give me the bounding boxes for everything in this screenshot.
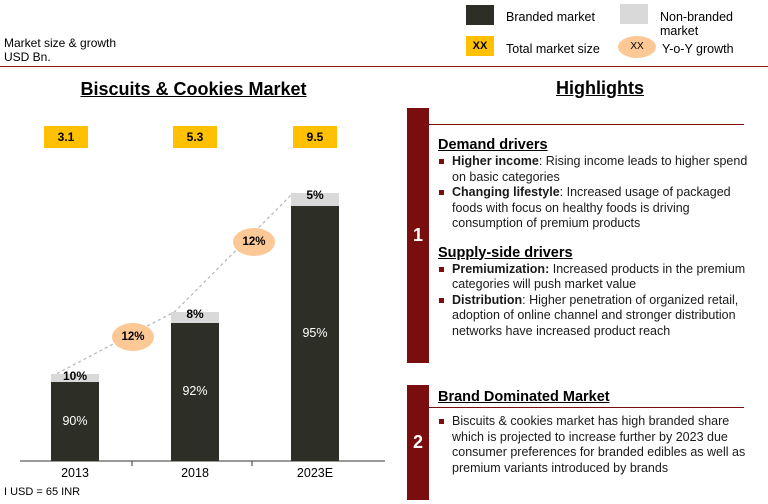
legend-swatch-branded: [466, 5, 494, 25]
total-box-2018: 5.3: [173, 126, 217, 148]
section2-rule: [429, 407, 744, 408]
list-item: Distribution: Higher penetration of orga…: [438, 293, 758, 340]
legend-swatch-yoy: XX: [618, 36, 656, 58]
label-branded-2013: 90%: [62, 413, 88, 428]
label-non-branded-2018: 8%: [186, 306, 204, 321]
supply-list: Premiumization: Increased products in th…: [438, 262, 758, 340]
legend-label-total: Total market size: [506, 42, 600, 56]
header-rule: [0, 66, 768, 67]
footnote: I USD = 65 INR: [4, 486, 81, 498]
list-item: Biscuits & cookies market has high brand…: [438, 414, 748, 476]
section1-number: 1: [407, 108, 429, 363]
bar-non-branded-2018: [171, 311, 219, 324]
legend-label-yoy: Y-o-Y growth: [662, 42, 734, 56]
subtitle-line2: USD Bn.: [4, 50, 51, 64]
label-non-branded-2023e: 5%: [306, 188, 324, 203]
legend-swatch-non-branded: [620, 4, 648, 24]
section2-number: 2: [407, 385, 429, 500]
chart-title: Biscuits & Cookies Market: [80, 79, 307, 99]
bar-branded-2013: [51, 382, 99, 461]
brand-list: Biscuits & cookies market has high brand…: [438, 414, 748, 476]
legend-label-branded: Branded market: [506, 10, 595, 24]
list-item: Premiumization: Increased products in th…: [438, 262, 758, 293]
x-tick-2018: 2018: [181, 466, 209, 480]
legend-swatch-total: XX: [466, 36, 494, 56]
bar-non-branded-2023e: [291, 193, 339, 207]
section2-content: Brand Dominated Market Biscuits & cookie…: [429, 389, 748, 476]
growth-oval-2013-2018: 12%: [112, 323, 154, 351]
growth-oval-2018-2023e: 12%: [233, 228, 275, 256]
bar-non-branded-2013: [51, 373, 99, 383]
demand-title: Demand drivers: [438, 137, 548, 153]
bar-branded-2018: [171, 323, 219, 461]
label-branded-2023e: 95%: [302, 325, 328, 340]
list-item: Changing lifestyle: Increased usage of p…: [438, 185, 758, 232]
subtitle-line1: Market size & growth: [4, 36, 117, 50]
highlights-title: Highlights: [556, 78, 644, 98]
total-box-2023e: 9.5: [293, 126, 337, 148]
supply-title: Supply-side drivers: [438, 244, 573, 261]
bar-branded-2023e: [291, 206, 339, 461]
section1-content: Demand drivers Higher income: Rising inc…: [438, 137, 758, 339]
total-box-2013: 3.1: [44, 126, 88, 148]
x-tick-2013: 2013: [61, 466, 89, 480]
label-non-branded-2013: 10%: [62, 368, 88, 383]
x-tick-2023e: 2023E: [296, 466, 334, 480]
demand-list: Higher income: Rising income leads to hi…: [438, 154, 758, 232]
list-item: Higher income: Rising income leads to hi…: [438, 154, 758, 185]
brand-title: Brand Dominated Market: [438, 389, 610, 405]
label-branded-2018: 92%: [182, 384, 208, 399]
section1-rule: [429, 124, 744, 125]
legend-label-non-branded: Non-branded market: [660, 10, 733, 38]
chart-subtitle: Market size & growth USD Bn.: [4, 36, 116, 64]
